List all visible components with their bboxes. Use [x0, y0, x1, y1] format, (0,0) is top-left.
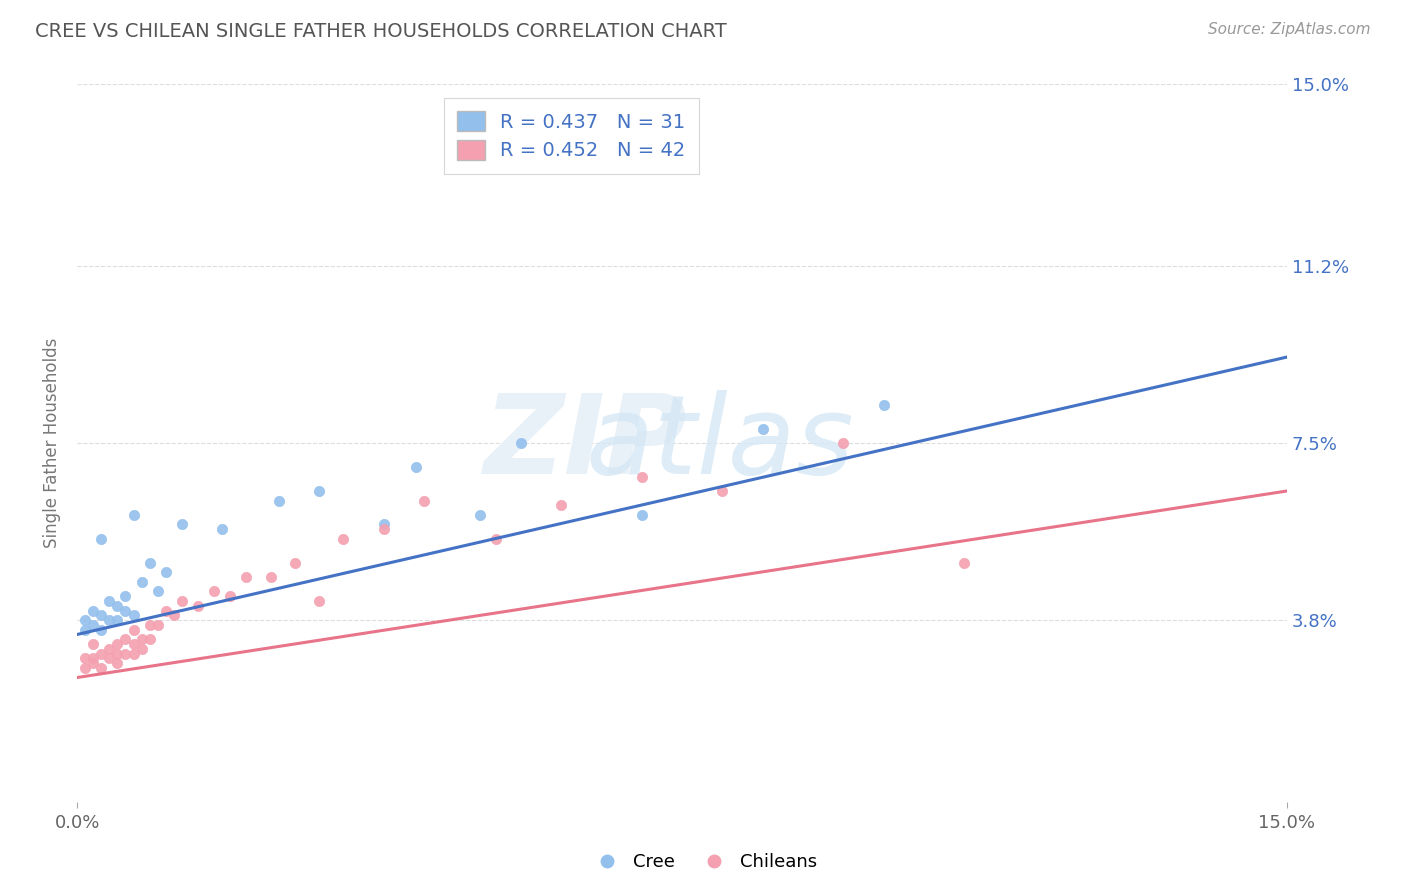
Text: CREE VS CHILEAN SINGLE FATHER HOUSEHOLDS CORRELATION CHART: CREE VS CHILEAN SINGLE FATHER HOUSEHOLDS…: [35, 22, 727, 41]
Point: [90, 647, 112, 661]
Point: [138, 618, 160, 632]
Point: [122, 608, 145, 623]
Point: [373, 522, 395, 536]
Point: [284, 556, 307, 570]
Point: [131, 574, 153, 589]
Point: [259, 570, 281, 584]
Point: [122, 637, 145, 651]
Point: [122, 508, 145, 522]
Point: [98, 651, 121, 665]
Point: [107, 647, 129, 661]
Point: [163, 608, 186, 623]
Point: [509, 436, 531, 450]
Y-axis label: Single Father Households: Single Father Households: [44, 338, 60, 549]
Point: [332, 532, 354, 546]
Point: [82, 604, 104, 618]
Point: [122, 623, 145, 637]
Point: [114, 604, 136, 618]
Point: [146, 618, 169, 632]
Point: [187, 599, 209, 613]
Point: [630, 508, 652, 522]
Point: [470, 508, 492, 522]
Point: [412, 493, 434, 508]
Point: [711, 483, 734, 498]
Point: [90, 661, 112, 675]
Point: [114, 632, 136, 647]
Point: [75, 613, 97, 627]
Point: [107, 613, 129, 627]
Point: [90, 623, 112, 637]
Point: [114, 647, 136, 661]
Point: [219, 589, 242, 603]
Point: [211, 522, 233, 536]
Point: [146, 584, 169, 599]
Point: [98, 613, 121, 627]
Point: [98, 641, 121, 656]
Point: [107, 637, 129, 651]
Point: [131, 641, 153, 656]
Text: atlas: atlas: [585, 390, 853, 497]
Point: [170, 594, 193, 608]
Legend: Cree, Chileans: Cree, Chileans: [582, 847, 824, 879]
Point: [138, 632, 160, 647]
Point: [114, 589, 136, 603]
Point: [485, 532, 508, 546]
Point: [107, 656, 129, 670]
Point: [405, 460, 427, 475]
Text: ZIP: ZIP: [484, 390, 688, 497]
Point: [75, 661, 97, 675]
Point: [98, 594, 121, 608]
Point: [90, 532, 112, 546]
Point: [138, 556, 160, 570]
Point: [170, 517, 193, 532]
Legend: R = 0.437   N = 31, R = 0.452   N = 42: R = 0.437 N = 31, R = 0.452 N = 42: [444, 98, 699, 174]
Point: [155, 566, 177, 580]
Point: [751, 422, 773, 436]
Point: [235, 570, 257, 584]
Point: [630, 469, 652, 483]
Point: [308, 594, 330, 608]
Point: [122, 647, 145, 661]
Point: [202, 584, 225, 599]
Text: Source: ZipAtlas.com: Source: ZipAtlas.com: [1208, 22, 1371, 37]
Point: [872, 398, 894, 412]
Point: [107, 599, 129, 613]
Point: [82, 651, 104, 665]
Point: [75, 651, 97, 665]
Point: [953, 556, 976, 570]
Point: [131, 632, 153, 647]
Point: [90, 608, 112, 623]
Point: [75, 623, 97, 637]
Point: [267, 493, 290, 508]
Point: [82, 618, 104, 632]
Point: [550, 499, 572, 513]
Point: [155, 604, 177, 618]
Point: [308, 483, 330, 498]
Point: [832, 436, 855, 450]
Point: [373, 517, 395, 532]
Point: [82, 656, 104, 670]
Point: [82, 637, 104, 651]
